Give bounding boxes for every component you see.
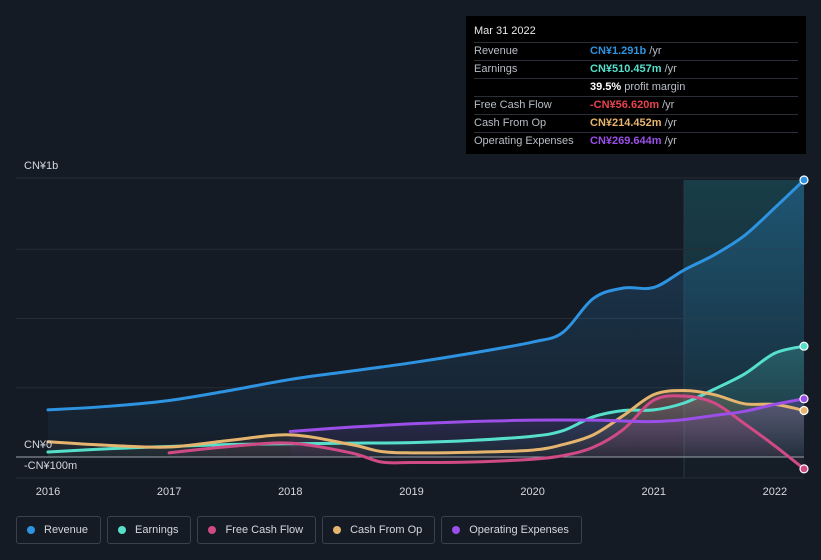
tooltip-date: Mar 31 2022 (474, 22, 798, 43)
legend-dot-icon (118, 526, 127, 534)
legend-label: Operating Expenses (469, 524, 569, 536)
x-tick-label: 2022 (763, 486, 787, 498)
tooltip-label: Earnings (474, 63, 518, 75)
tooltip-value: CN¥269.644m (590, 135, 662, 147)
tooltip-unit: /yr (664, 135, 677, 147)
legend-dot-icon (452, 526, 461, 534)
tooltip-row: Earnings CN¥510.457m/yr (474, 61, 798, 79)
legend-item[interactable]: Cash From Op (322, 516, 436, 544)
legend-item[interactable]: Free Cash Flow (197, 516, 317, 544)
tooltip-row: 39.5% profit margin (474, 79, 798, 97)
tooltip-value: CN¥1.291b (590, 45, 647, 57)
tooltip-row: Cash From Op CN¥214.452m/yr (474, 115, 798, 133)
series-line-opex (288, 397, 806, 434)
legend-item[interactable]: Revenue (16, 516, 102, 544)
series-line-cfo (46, 389, 806, 455)
legend-label: Free Cash Flow (225, 524, 304, 536)
tooltip-row: Free Cash Flow -CN¥56.620m/yr (474, 97, 798, 115)
tooltip-row: Revenue CN¥1.291b/yr (474, 43, 798, 61)
tooltip-label: Operating Expenses (474, 135, 574, 147)
y-label-bottom: -CN¥100m (24, 460, 78, 472)
tooltip-label: Cash From Op (474, 117, 547, 129)
legend-dot-icon (333, 526, 342, 534)
tooltip-label: Free Cash Flow (474, 99, 552, 111)
series-endpoint-fcf (799, 464, 809, 474)
tooltip-value: -CN¥56.620m (590, 99, 660, 111)
legend-label: Cash From Op (350, 524, 423, 536)
legend: Revenue Earnings Free Cash Flow Cash From O… (16, 516, 582, 544)
y-label-top: CN¥1b (24, 160, 59, 172)
tooltip-unit: /yr (662, 99, 675, 111)
series-endpoint-opex (799, 394, 809, 404)
legend-label: Earnings (135, 524, 179, 536)
tooltip-label: Revenue (474, 45, 519, 57)
x-tick-label: 2016 (36, 486, 60, 498)
x-tick-label: 2019 (399, 486, 423, 498)
series-area-revenue (48, 180, 804, 457)
tooltip-value: CN¥510.457m (590, 63, 662, 75)
legend-item[interactable]: Earnings (107, 516, 192, 544)
series-line-revenue (46, 178, 806, 412)
x-tick-label: 2017 (157, 486, 181, 498)
tooltip-row: Operating Expenses CN¥269.644m/yr (474, 133, 798, 150)
tooltip-unit: /yr (649, 45, 662, 57)
legend-dot-icon (208, 526, 217, 534)
series-line-fcf (167, 394, 806, 471)
series-line-earnings (46, 344, 806, 454)
x-tick-label: 2020 (520, 486, 544, 498)
tooltip-label (474, 79, 590, 96)
x-tick-label: 2018 (278, 486, 302, 498)
tooltip-panel: Mar 31 2022 Revenue CN¥1.291b/yr Earnings C… (466, 16, 806, 154)
tooltip-unit: /yr (664, 63, 677, 75)
y-label-zero: CN¥0 (24, 439, 53, 451)
legend-dot-icon (27, 526, 35, 534)
legend-item[interactable]: Operating Expenses (441, 516, 582, 544)
tooltip-value: CN¥214.452m (590, 117, 662, 129)
legend-label: Revenue (44, 524, 89, 536)
x-tick-label: 2021 (642, 486, 666, 498)
tooltip-unit: profit margin (624, 81, 686, 93)
tooltip-unit: /yr (664, 117, 677, 129)
series-endpoint-revenue (799, 175, 809, 185)
series-endpoint-cfo (799, 405, 809, 416)
tooltip-value: 39.5% (590, 81, 622, 93)
series-endpoint-earnings (799, 341, 809, 351)
